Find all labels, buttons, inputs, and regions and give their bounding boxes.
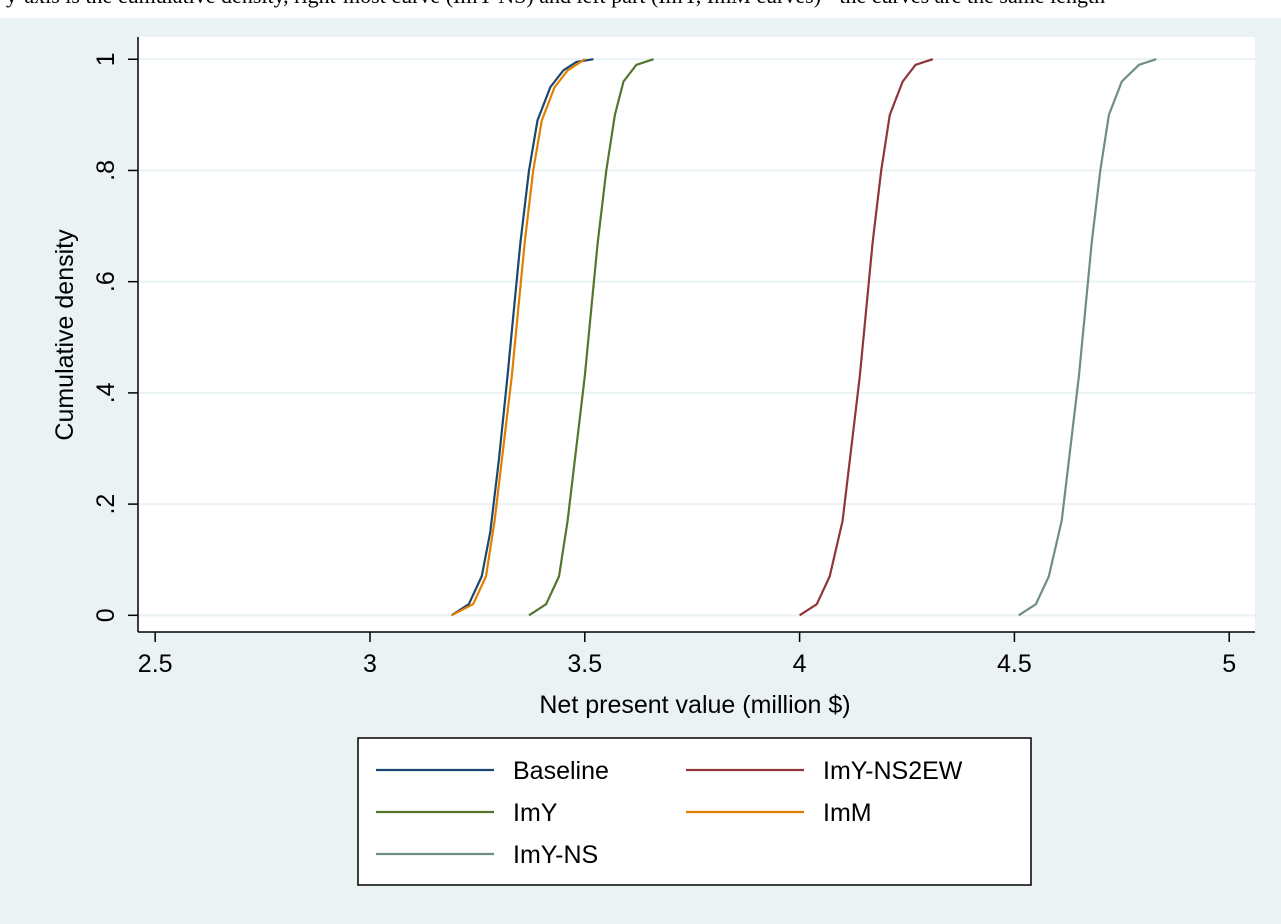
y-tick-label-4: .8 — [92, 160, 120, 181]
x-tick-label-4: 4.5 — [997, 650, 1032, 678]
legend-label-imy: ImY — [513, 799, 558, 827]
y-tick-label-0: 0 — [92, 608, 120, 622]
y-tick-label-1: .2 — [92, 494, 120, 515]
legend-label-imy-ns2ew: ImY-NS2EW — [823, 757, 963, 785]
series-lines — [451, 58, 1157, 617]
legend-label-imm: ImM — [823, 799, 872, 827]
series-line-imy-ns2ew — [799, 58, 934, 617]
series-line-imm — [451, 58, 586, 617]
legend-label-baseline: Baseline — [513, 757, 609, 785]
x-tick-label-5: 5 — [1222, 650, 1236, 678]
axes: 2.5 3 3.5 4 4.5 5 0 .2 .4 .6 .8 1 — [92, 37, 1255, 678]
series-line-imy — [528, 58, 654, 617]
legend: Baseline ImY-NS2EW ImY ImM ImY-NS — [357, 737, 1032, 886]
x-tick-label-0: 2.5 — [138, 650, 173, 678]
x-axis-label: Net present value (million $) — [539, 691, 850, 719]
x-tick-label-1: 3 — [363, 650, 377, 678]
y-tick-label-3: .6 — [92, 271, 120, 292]
x-tick-label-2: 3.5 — [567, 650, 602, 678]
plot-area — [138, 37, 1255, 632]
y-axis-label: Cumulative density — [51, 229, 79, 441]
legend-label-imy-ns: ImY-NS — [513, 841, 598, 869]
x-tick-label-3: 4 — [793, 650, 807, 678]
y-tick-label-2: .4 — [92, 382, 120, 403]
y-tick-label-5: 1 — [92, 52, 120, 66]
gridlines — [138, 58, 1255, 617]
series-line-imy-ns — [1018, 58, 1157, 617]
header-caption-text: y-axis is the cumulative density, right-… — [0, 0, 1281, 9]
series-line-baseline — [451, 58, 594, 617]
